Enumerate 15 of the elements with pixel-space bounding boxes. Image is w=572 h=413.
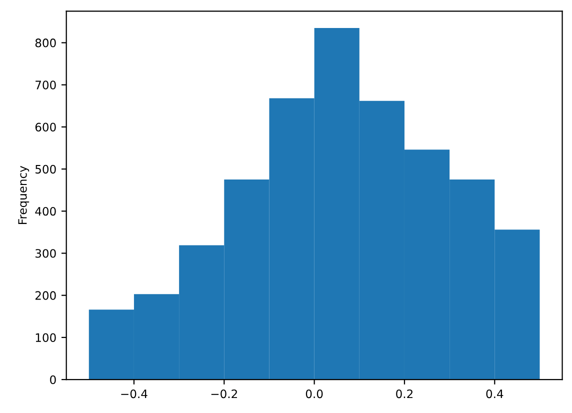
y-tick-label: 0 (50, 375, 56, 384)
x-tick-label: 0.0 (306, 389, 323, 398)
y-tick-label: 200 (35, 291, 56, 300)
y-tick-label: 800 (35, 38, 56, 48)
x-tick-label: −0.2 (211, 389, 237, 398)
y-tick-label: 500 (36, 164, 56, 174)
y-tick-label: 400 (35, 206, 56, 216)
y-tick-label: 100 (36, 333, 56, 342)
y-tick-label: 300 (36, 249, 56, 258)
x-tick-label: −0.4 (121, 389, 148, 398)
x-tick-label: 0.2 (396, 389, 412, 398)
y-axis-title: Frequency (18, 166, 30, 224)
y-tick-label: 700 (36, 80, 56, 90)
x-tick-label: 0.4 (486, 389, 504, 398)
y-tick-label: 600 (35, 122, 56, 132)
